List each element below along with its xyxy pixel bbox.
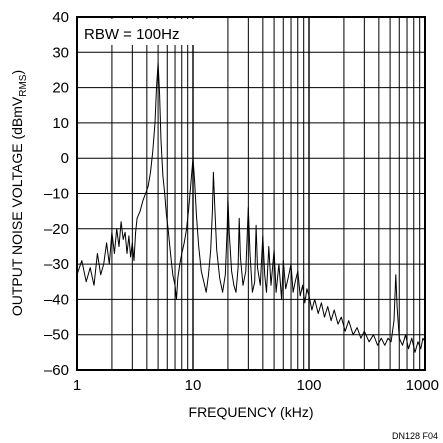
x-axis-label: FREQUENCY (kHz): [189, 404, 314, 420]
grid-lines: [77, 16, 425, 371]
y-tick-label: –30: [44, 256, 69, 273]
x-tick-label: 1: [73, 377, 81, 394]
plot-frame: [76, 16, 426, 371]
y-tick-labels: 40 30 20 10 0 –10 –20 –30 –40 –50 –60: [44, 9, 69, 379]
figure-id: DN128 F04: [392, 431, 438, 441]
annotation-background: [79, 19, 194, 45]
x-tick-label: 10: [185, 377, 202, 394]
y-axis-label-close: ): [9, 70, 25, 75]
rbw-annotation: RBW = 100Hz: [84, 26, 179, 43]
y-tick-label: –40: [44, 291, 69, 308]
y-tick-label: 10: [52, 115, 69, 132]
y-axis-label-main: OUTPUT NOISE VOLTAGE (dBmV: [9, 96, 25, 316]
y-tick-label: 0: [61, 150, 69, 167]
y-tick-label: –60: [44, 362, 69, 379]
noise-trace: [76, 62, 426, 353]
y-tick-label: 40: [52, 9, 69, 26]
series-group: [76, 62, 426, 353]
y-tick-label: –50: [44, 327, 69, 344]
x-tick-label: 1000: [406, 377, 439, 394]
y-tick-label: –20: [44, 221, 69, 238]
y-tick-label: –10: [44, 186, 69, 203]
x-tick-labels: 1 10 100 1000: [73, 377, 439, 394]
y-tick-label: 30: [52, 44, 69, 61]
y-axis-label: OUTPUT NOISE VOLTAGE (dBmVRMS): [9, 70, 29, 316]
x-tick-label: 100: [296, 377, 321, 394]
y-tick-label: 20: [52, 80, 69, 97]
y-axis-label-subscript: RMS: [18, 74, 29, 97]
